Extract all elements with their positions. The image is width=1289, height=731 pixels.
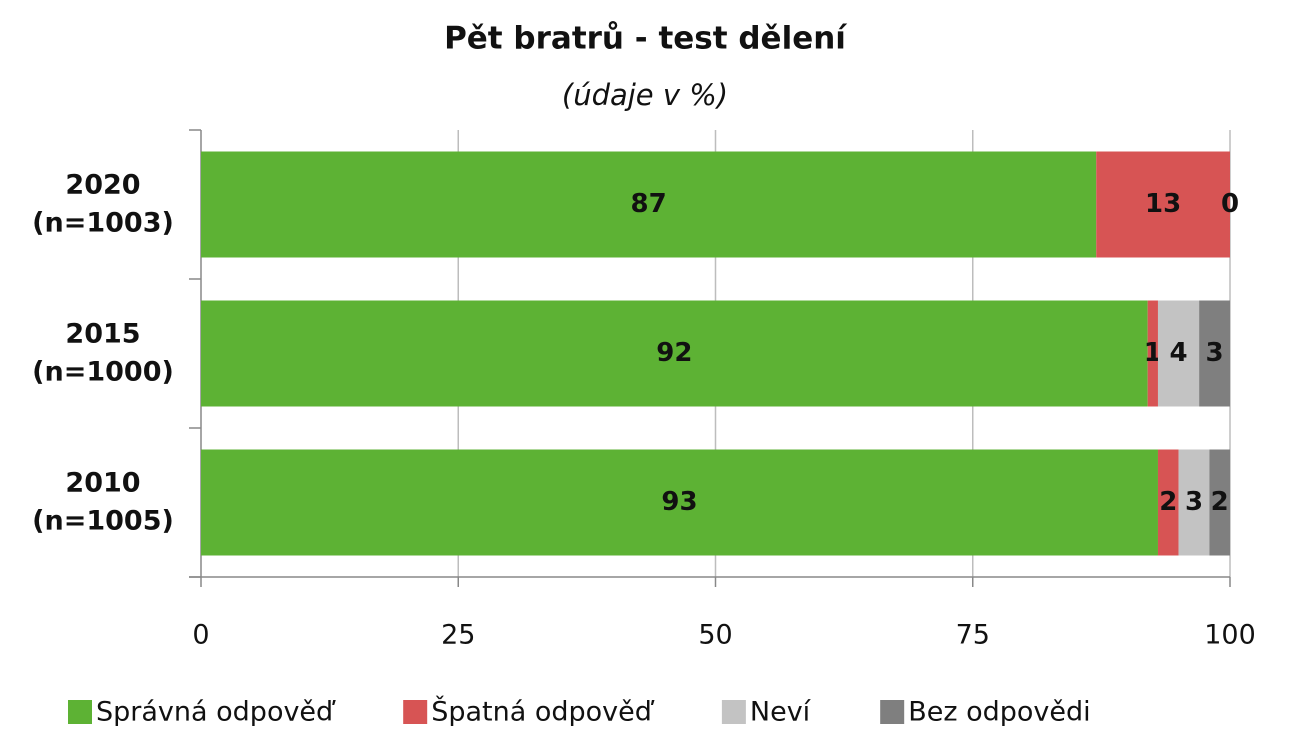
legend-label: Bez odpovědi	[908, 697, 1090, 728]
legend-label: Neví	[750, 697, 812, 728]
legend-label: Špatná odpověď	[431, 696, 655, 728]
data-label: 2	[1211, 487, 1229, 517]
bar-segment	[1178, 449, 1210, 556]
y-tick-label: 2020 (n=1003)	[32, 169, 174, 238]
legend-label: Správná odpověď	[96, 697, 336, 728]
bar-segment	[1157, 300, 1200, 407]
y-tick-label: 2010 (n=1005)	[32, 467, 174, 536]
chart-subtitle: (údaje v %)	[562, 78, 728, 112]
legend-swatch	[880, 700, 905, 724]
data-label: 87	[631, 189, 667, 219]
chart-title: Pět bratrů - test dělení	[444, 21, 847, 57]
legend-swatch	[403, 700, 428, 724]
data-label: 4	[1170, 338, 1188, 368]
data-label: 2	[1159, 487, 1177, 517]
data-label: 13	[1145, 189, 1181, 219]
data-label: 1	[1144, 338, 1162, 368]
bar-segment	[1157, 449, 1179, 556]
x-tick-label: 25	[441, 620, 475, 651]
bar-segment	[201, 449, 1158, 556]
data-label: 93	[661, 487, 697, 517]
data-label: 3	[1185, 487, 1203, 517]
x-tick-label: 100	[1204, 620, 1256, 651]
data-label: 92	[656, 338, 692, 368]
bar-segment	[201, 151, 1097, 258]
bar-segment	[201, 300, 1148, 407]
bar-segment	[1147, 300, 1158, 407]
x-tick-label: 50	[698, 620, 732, 651]
bar-segment	[1209, 449, 1230, 556]
data-label: 0	[1221, 189, 1239, 219]
data-label: 3	[1206, 338, 1224, 368]
x-tick-label: 75	[956, 620, 990, 651]
legend-swatch	[721, 700, 746, 724]
legend-swatch	[68, 700, 92, 724]
bar-segment	[1096, 151, 1230, 258]
y-tick-label: 2015 (n=1000)	[32, 318, 174, 387]
x-tick-label: 0	[192, 620, 209, 651]
bar-segment	[1199, 300, 1230, 407]
